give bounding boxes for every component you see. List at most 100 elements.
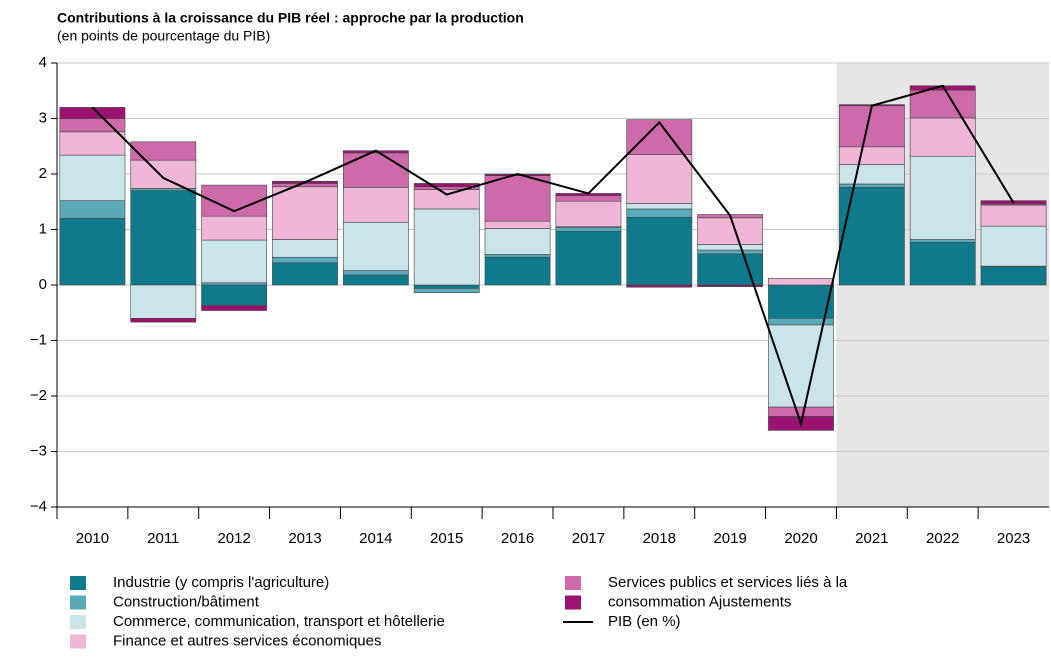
- bar-segment: [838, 105, 905, 148]
- bar-segment: [272, 239, 338, 258]
- bar-segment: [484, 228, 551, 255]
- bar-segment: [555, 226, 622, 232]
- bar-segment: [980, 266, 1047, 286]
- bar-segment: [130, 141, 197, 161]
- bar-segment: [909, 117, 976, 157]
- bar-segment: [768, 284, 834, 319]
- bar-segment: [201, 215, 268, 241]
- legend-swatch: [70, 634, 86, 649]
- bar-segment: [59, 154, 126, 201]
- bar-segment: [59, 107, 126, 119]
- bar-segment: [555, 200, 622, 228]
- bar-segment: [838, 187, 905, 286]
- bar-segment: [59, 200, 126, 219]
- bar-segment: [130, 284, 197, 319]
- y-tick-label: −3: [30, 442, 47, 459]
- bar-segment: [980, 204, 1047, 227]
- legend-label: Services publics et services liés à la: [608, 574, 848, 591]
- bar-segment: [413, 284, 480, 289]
- x-tick-label: 2010: [76, 530, 109, 547]
- legend-swatch: [70, 576, 86, 590]
- bar-segment: [342, 187, 409, 223]
- x-tick-label: 2020: [784, 530, 817, 547]
- bar-segment: [697, 244, 764, 251]
- bar-segment: [342, 221, 409, 271]
- bar-segment: [626, 216, 693, 286]
- legend-label: Construction/bâtiment: [113, 593, 260, 610]
- y-tick-label: 1: [39, 220, 47, 237]
- bar-segment: [484, 175, 551, 222]
- bar-segment: [342, 274, 409, 286]
- bar-segment: [909, 89, 976, 119]
- pib-line: [91, 84, 1015, 428]
- bar-segment: [838, 183, 905, 188]
- bar-segment: [272, 183, 338, 188]
- bar-segment: [626, 154, 693, 204]
- y-tick-label: 0: [39, 276, 47, 293]
- legend-swatch: [70, 595, 86, 610]
- bar-segment: [130, 190, 197, 286]
- x-tick-label: 2023: [997, 530, 1030, 547]
- bar-segment: [59, 218, 126, 286]
- bar-segment: [697, 217, 764, 245]
- bar-segment: [555, 230, 622, 286]
- legend-label: PIB (en %): [608, 613, 681, 630]
- bar-segment: [413, 183, 480, 188]
- bar-segment: [201, 305, 268, 311]
- bar-segment: [201, 282, 268, 286]
- legend-label: Finance et autres services économiques: [113, 632, 381, 649]
- legend-label: Industrie (y compris l'agriculture): [113, 574, 329, 591]
- y-tick-label: −1: [30, 331, 47, 348]
- x-tick-label: 2016: [501, 530, 534, 547]
- bar-segment: [272, 186, 338, 240]
- bar-segment: [484, 220, 551, 229]
- chart-title: Contributions à la croissance du PIB rée…: [57, 10, 524, 26]
- bar-segment: [909, 241, 976, 286]
- bar-segment: [697, 249, 764, 255]
- bar-segment: [59, 131, 126, 156]
- x-tick-label: 2021: [855, 530, 888, 547]
- bar-segment: [697, 284, 764, 287]
- bar-segment: [909, 155, 976, 240]
- bar-segment: [272, 256, 338, 264]
- bar-segment: [413, 288, 480, 294]
- bar-segment: [555, 195, 622, 202]
- legend-swatch: [565, 595, 581, 610]
- bar-segment: [768, 324, 834, 408]
- chart-subtitle: (en points de pourcentage du PIB): [57, 28, 270, 44]
- y-tick-label: 4: [39, 54, 47, 71]
- bar-segment: [484, 254, 551, 258]
- y-tick-label: −4: [30, 498, 47, 515]
- bar-segment: [626, 208, 693, 218]
- bar-segment: [342, 152, 409, 188]
- bar-segment: [130, 317, 197, 323]
- bar-segment: [838, 146, 905, 165]
- bar-segment: [626, 284, 693, 288]
- bar-segment: [130, 159, 197, 189]
- bar-segment: [413, 189, 480, 210]
- bar-segment: [201, 239, 268, 284]
- x-tick-label: 2022: [926, 530, 959, 547]
- legend-swatch: [70, 615, 86, 629]
- x-tick-label: 2014: [359, 530, 392, 547]
- x-tick-label: 2012: [217, 530, 250, 547]
- bar-segment: [768, 406, 834, 417]
- y-tick-label: 2: [39, 165, 47, 182]
- y-tick-label: −2: [30, 387, 47, 404]
- bar-segment: [626, 119, 693, 155]
- bar-segment: [768, 278, 834, 286]
- bar-segment: [909, 239, 976, 243]
- x-tick-label: 2015: [430, 530, 463, 547]
- bar-segment: [201, 284, 268, 306]
- x-tick-label: 2017: [572, 530, 605, 547]
- bar-segment: [626, 203, 693, 210]
- bar-segment: [838, 164, 905, 185]
- x-tick-label: 2018: [643, 530, 676, 547]
- bar-segment: [272, 262, 338, 286]
- y-tick-label: 3: [39, 109, 47, 126]
- bar-segment: [342, 270, 409, 276]
- bar-segment: [413, 208, 480, 286]
- x-tick-label: 2013: [288, 530, 321, 547]
- legend-label: consommation Ajustements: [608, 593, 791, 610]
